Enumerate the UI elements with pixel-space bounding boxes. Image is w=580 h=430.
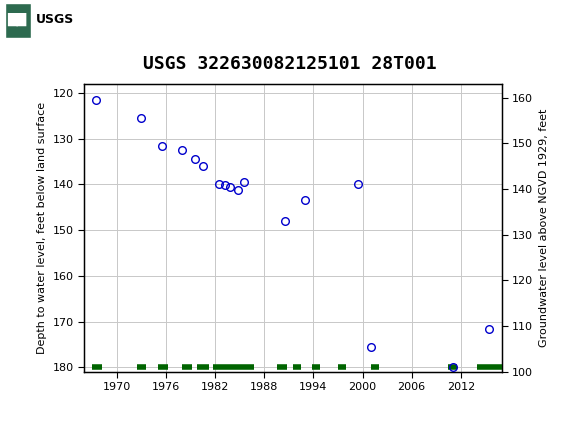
Text: USGS 322630082125101 28T001: USGS 322630082125101 28T001 (143, 55, 437, 73)
Y-axis label: Groundwater level above NGVD 1929, feet: Groundwater level above NGVD 1929, feet (539, 109, 549, 347)
Y-axis label: Depth to water level, feet below land surface: Depth to water level, feet below land su… (37, 102, 47, 354)
Text: ██: ██ (7, 13, 26, 26)
Bar (5, 3, 31, 37)
Bar (5, 3, 63, 37)
Text: USGS: USGS (36, 13, 74, 26)
Legend: Period of approved data: Period of approved data (205, 428, 381, 430)
